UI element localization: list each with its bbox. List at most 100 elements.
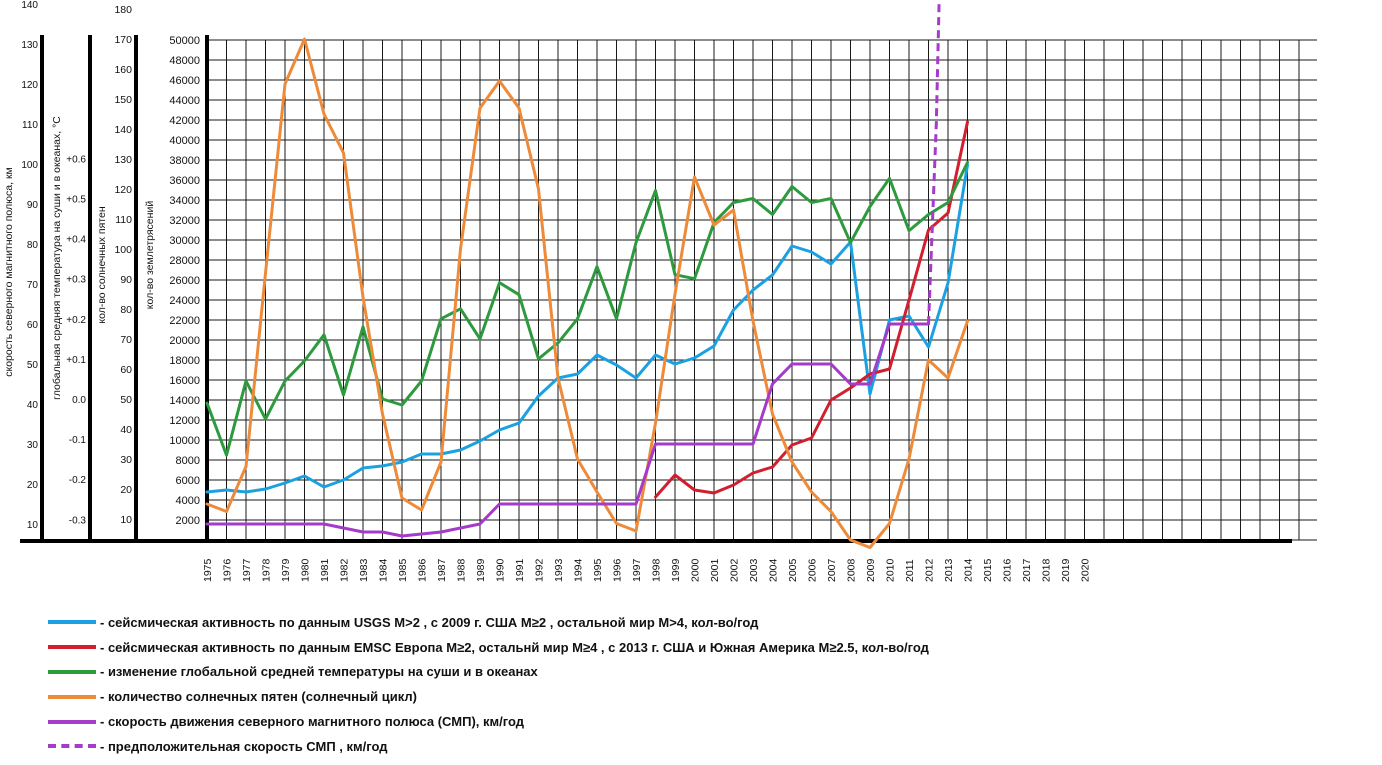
sunspots-tick-label: 30	[120, 454, 132, 466]
series-line	[205, 160, 969, 457]
x-tick-label: 1997	[631, 558, 643, 582]
x-tick-label: 2018	[1041, 558, 1053, 582]
series-line	[205, 322, 930, 538]
quakes-tick-label: 44000	[169, 95, 200, 107]
x-tick-label: 2019	[1060, 558, 1072, 582]
temperature-tick-label: -0.1	[69, 435, 87, 446]
quakes-tick-label: 10000	[169, 435, 200, 447]
x-tick-label: 2009	[865, 558, 877, 582]
quakes-tick-label: 8000	[176, 455, 200, 467]
x-tick-label: 2001	[709, 558, 721, 582]
x-tick-label: 2006	[807, 558, 819, 582]
legend-item: - количество солнечных пятен (солнечный …	[48, 684, 929, 709]
legend-item: - сейсмическая активность по данным USGS…	[48, 610, 929, 635]
quakes-tick-label: 12000	[169, 415, 200, 427]
quakes-tick-label: 48000	[169, 55, 200, 67]
quakes-tick-label: 24000	[169, 295, 200, 307]
legend-item: - сейсмическая активность по данным EMSC…	[48, 635, 929, 660]
legend: - сейсмическая активность по данным USGS…	[48, 610, 929, 759]
quakes-tick-label: 22000	[169, 315, 200, 327]
quakes-tick-label: 18000	[169, 355, 200, 367]
magnetic-tick-label: 40	[27, 400, 39, 411]
sunspots-tick-label: 160	[114, 64, 132, 76]
magnetic-axis-title: скорость северного магнитного полюса, км	[3, 167, 15, 377]
legend-swatch	[48, 744, 96, 749]
chart: 1975 1976 1977 1978 1979 1980 1981 1982 1983 1984…	[3, 0, 1317, 582]
quakes-axis-title: кол-во землетрясений	[144, 201, 156, 310]
x-tick-label: 1976	[222, 558, 234, 582]
sunspots-tick-label: 130	[114, 154, 132, 166]
x-tick-label: 1992	[534, 558, 546, 582]
quakes-tick-label: 42000	[169, 115, 200, 127]
quakes-tick-label: 36000	[169, 175, 200, 187]
quakes-tick-label: 6000	[176, 475, 200, 487]
x-tick-label: 2011	[904, 559, 916, 582]
x-tick-label: 1979	[280, 558, 292, 582]
legend-swatch	[48, 719, 96, 724]
sunspots-tick-label: 50	[120, 394, 132, 406]
x-tick-label: 1986	[417, 558, 429, 582]
sunspots-tick-label: 90	[120, 274, 132, 286]
x-tick-label: 2020	[1080, 558, 1092, 582]
legend-label: - сейсмическая активность по данным USGS…	[100, 614, 759, 630]
x-tick-label: 2004	[768, 558, 780, 582]
sunspots-tick-label: 150	[114, 94, 132, 106]
sunspots-tick-label: 170	[114, 34, 132, 46]
temperature-tick-label: -0.2	[69, 475, 87, 486]
sunspots-tick-label: 20	[120, 484, 132, 496]
temperature-tick-label: +0.2	[66, 315, 86, 326]
quakes-tick-label: 32000	[169, 215, 200, 227]
x-tick-label: 2008	[846, 558, 858, 582]
x-tick-label: 2017	[1021, 558, 1033, 582]
quakes-tick-label: 30000	[169, 235, 200, 247]
x-tick-label: 1982	[339, 558, 351, 582]
magnetic-tick-label: 110	[22, 120, 38, 131]
sunspots-tick-label: 120	[114, 184, 132, 196]
x-tick-label: 1978	[261, 558, 273, 582]
x-tick-label: 2003	[748, 558, 760, 582]
sunspots-tick-label: 60	[120, 364, 132, 376]
temperature-tick-label: 0.0	[72, 395, 86, 406]
x-tick-label: 2002	[729, 558, 741, 582]
magnetic-tick-label: 30	[27, 440, 39, 451]
sunspots-tick-label: 10	[120, 514, 132, 526]
x-tick-label: 2012	[924, 558, 936, 582]
x-tick-label: 1980	[300, 558, 312, 582]
temperature-tick-label: +0.3	[66, 275, 86, 286]
legend-swatch	[48, 669, 96, 674]
quakes-tick-label: 2000	[176, 515, 200, 527]
legend-label: - предположительная скорость СМП , км/го…	[100, 738, 388, 754]
magnetic-tick-label: 140	[21, 0, 38, 11]
legend-label: - сейсмическая активность по данным EMSC…	[100, 639, 929, 655]
x-tick-label: 1987	[436, 558, 448, 582]
temperature-tick-label: +0.6	[66, 154, 86, 165]
magnetic-tick-label: 90	[27, 200, 39, 211]
x-tick-label: 1998	[651, 558, 663, 582]
x-tick-label: 1983	[358, 558, 370, 582]
x-tick-label: 1975	[202, 558, 214, 582]
x-tick-label: 2014	[963, 558, 975, 582]
magnetic-tick-label: 10	[27, 520, 39, 531]
x-tick-label: 1999	[670, 558, 682, 582]
quakes-tick-label: 4000	[176, 495, 200, 507]
quakes-tick-label: 46000	[169, 75, 200, 87]
magnetic-tick-label: 20	[27, 480, 39, 491]
magnetic-tick-label: 80	[27, 240, 39, 251]
x-tick-label: 2000	[690, 558, 702, 582]
x-tick-label: 1990	[495, 558, 507, 582]
x-tick-label: 1991	[514, 558, 526, 582]
sunspots-tick-label: 140	[114, 124, 132, 136]
x-tick-label: 1993	[553, 558, 565, 582]
x-tick-label: 2015	[982, 558, 994, 582]
quakes-tick-label: 26000	[169, 275, 200, 287]
x-tick-label: 1996	[612, 558, 624, 582]
temperature-tick-label: +0.1	[66, 355, 86, 366]
temperature-tick-label: -0.3	[69, 515, 87, 526]
x-tick-label: 1981	[319, 558, 331, 582]
x-tick-label: 2005	[787, 558, 799, 582]
legend-item: - изменение глобальной средней температу…	[48, 660, 929, 685]
x-tick-label: 1988	[456, 558, 468, 582]
x-tick-label: 1977	[241, 558, 253, 582]
sunspots-tick-label: 180	[114, 4, 132, 16]
x-tick-label: 1984	[378, 558, 390, 582]
